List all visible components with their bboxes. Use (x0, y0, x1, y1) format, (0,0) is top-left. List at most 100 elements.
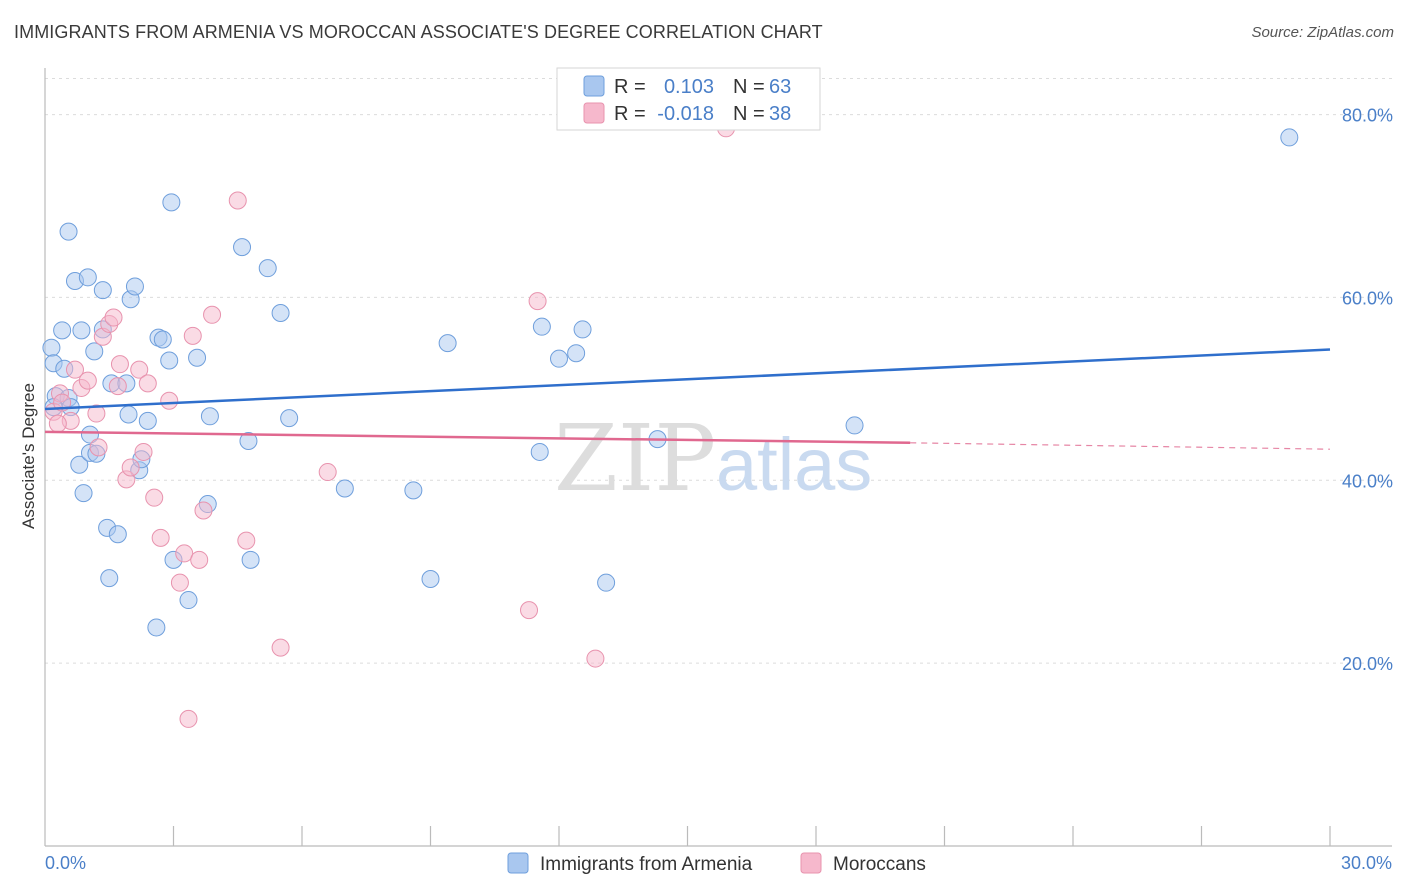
stats-legend: R = 0.103 N = 63 R = -0.018 N = 38 (556, 67, 821, 131)
bottom-legend: Immigrants from Armenia Moroccans (507, 852, 926, 875)
point-armenia (162, 193, 181, 212)
legend-label-moroccans: Moroccans (833, 854, 926, 875)
point-armenia (421, 570, 440, 589)
point-moroccans (78, 371, 97, 390)
point-armenia (597, 573, 616, 592)
x-axis-ticks (172, 826, 1331, 846)
point-moroccans (183, 326, 202, 345)
point-armenia (573, 320, 592, 339)
point-armenia (85, 342, 104, 361)
point-armenia (532, 317, 551, 336)
point-moroccans (228, 191, 247, 210)
point-moroccans (190, 550, 209, 569)
point-armenia (188, 348, 207, 367)
trend-line-armenia (44, 348, 1331, 411)
point-moroccans (586, 649, 605, 668)
point-armenia (438, 334, 457, 353)
n-value-armenia: 63 (769, 76, 791, 98)
grid-lines (45, 78, 1392, 664)
point-moroccans (89, 438, 108, 457)
data-points (42, 119, 1299, 728)
point-armenia (271, 303, 290, 322)
x-tick-label-max: 30.0% (1341, 853, 1392, 873)
point-armenia (160, 351, 179, 370)
n-value-moroccans: 38 (769, 103, 791, 125)
point-armenia (241, 550, 260, 569)
point-moroccans (138, 374, 157, 393)
point-armenia (119, 405, 138, 424)
point-armenia (200, 407, 219, 426)
point-armenia (1280, 128, 1299, 147)
point-moroccans (108, 377, 127, 396)
point-moroccans (145, 488, 164, 507)
point-armenia (550, 349, 568, 368)
y-tick-labels: 20.0% 40.0% 60.0% 80.0% (1342, 106, 1393, 675)
point-armenia (153, 330, 172, 349)
r-label-moroccans: R = (614, 103, 646, 125)
point-moroccans (179, 709, 198, 728)
point-moroccans (87, 404, 106, 423)
point-armenia (53, 321, 72, 340)
point-moroccans (65, 360, 84, 379)
point-armenia (138, 411, 157, 430)
legend-label-armenia: Immigrants from Armenia (540, 854, 753, 875)
point-armenia (125, 277, 144, 296)
legend-swatch-moroccans (800, 852, 822, 874)
point-moroccans (110, 355, 129, 374)
point-armenia (280, 409, 299, 428)
point-armenia (404, 481, 423, 500)
point-moroccans (318, 463, 337, 482)
point-armenia (108, 525, 127, 544)
point-moroccans (528, 292, 547, 311)
point-moroccans (160, 391, 179, 410)
point-armenia (335, 479, 354, 498)
point-armenia (72, 321, 91, 340)
point-armenia (80, 425, 99, 444)
point-moroccans (271, 638, 290, 657)
point-moroccans (194, 501, 213, 520)
stats-legend-swatch-moroccans (583, 102, 605, 124)
point-moroccans (130, 360, 149, 379)
point-moroccans (203, 305, 222, 324)
point-moroccans (175, 544, 194, 563)
point-armenia (42, 338, 61, 357)
point-moroccans (104, 308, 123, 327)
r-value-moroccans: -0.018 (657, 103, 714, 125)
point-armenia (239, 431, 258, 450)
point-armenia (147, 618, 166, 637)
y-tick-label: 60.0% (1342, 288, 1393, 308)
point-moroccans (134, 442, 153, 461)
r-value-armenia: 0.103 (664, 76, 714, 98)
point-moroccans (48, 414, 67, 433)
n-label-armenia: N = (733, 76, 765, 98)
trend-lines (44, 348, 1331, 450)
y-axis-label: Associate's Degree (19, 383, 38, 529)
point-armenia (70, 455, 89, 474)
r-label-armenia: R = (614, 76, 646, 98)
point-armenia (530, 442, 549, 461)
point-armenia (567, 344, 586, 363)
point-armenia (100, 569, 119, 588)
point-moroccans (121, 458, 140, 477)
n-label-moroccans: N = (733, 103, 765, 125)
stats-legend-swatch-armenia (583, 75, 605, 97)
point-armenia (258, 259, 277, 278)
point-armenia (233, 238, 252, 257)
point-moroccans (151, 528, 170, 547)
y-tick-label: 40.0% (1342, 471, 1393, 491)
trend-line-moroccans (44, 430, 911, 445)
point-armenia (74, 484, 93, 503)
watermark-zip: ZIP (554, 405, 716, 512)
point-moroccans (170, 573, 189, 592)
point-armenia (93, 281, 112, 300)
point-armenia (59, 222, 78, 241)
y-tick-label: 80.0% (1342, 106, 1393, 126)
point-armenia (845, 416, 864, 435)
y-tick-label: 20.0% (1342, 654, 1393, 674)
point-moroccans (237, 531, 256, 550)
legend-swatch-armenia (507, 852, 529, 874)
watermark-atlas: atlas (716, 423, 872, 506)
point-armenia (179, 591, 198, 610)
trend-line-moroccans-extension (910, 442, 1331, 450)
